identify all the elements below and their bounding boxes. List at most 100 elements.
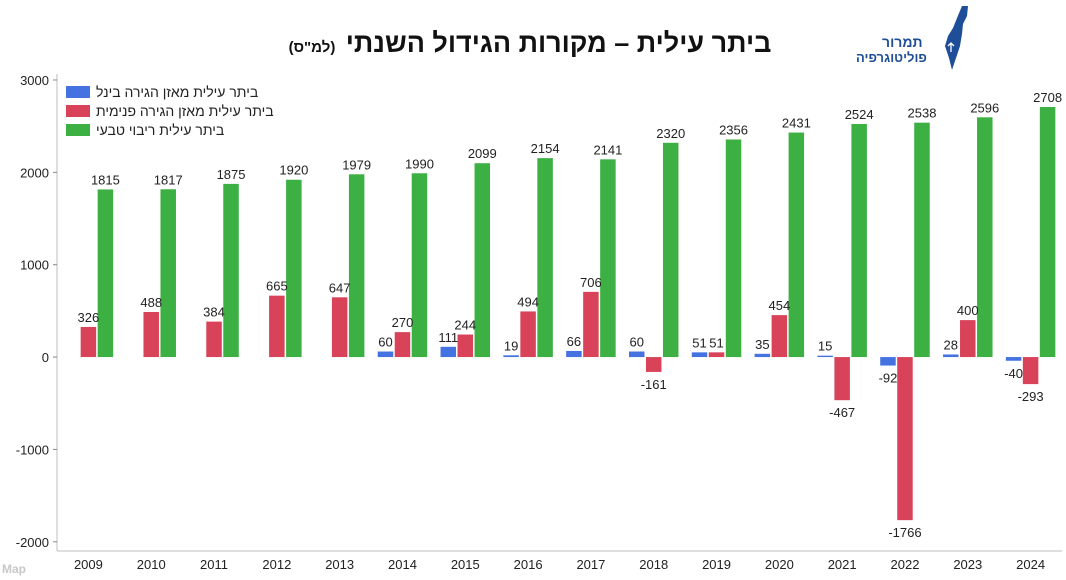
chart-subtitle: (למ"ס) [288,39,336,56]
bar [286,179,302,358]
bar [394,332,411,358]
data-label: 244 [454,318,476,333]
logo: תמרור פוליטוגרפיה [850,2,980,72]
data-label: 2356 [719,122,748,137]
chart-title-block: ביתר עילית – מקורות הגידול השנתי (למ"ס) [230,28,830,78]
bar [440,346,457,358]
bar [206,321,222,358]
data-label: 66 [567,334,581,349]
logo-text-primary: תמרור [882,34,923,50]
bar [914,122,930,358]
israel-map-icon [945,6,968,70]
bar [691,352,708,358]
x-tick-label: 2019 [702,557,731,572]
data-label: 270 [392,315,414,330]
bar [1039,106,1056,358]
data-label: 706 [580,275,602,290]
bar [645,357,662,372]
data-label: 1979 [342,157,371,172]
data-label: 60 [378,335,392,350]
x-tick-label: 2009 [74,557,103,572]
data-label: 384 [203,305,225,320]
data-label: 2099 [468,146,497,161]
bar [754,353,771,358]
data-label: 2154 [531,141,560,156]
bar [80,326,97,358]
bar [269,295,285,358]
chart-title: ביתר עילית – מקורות הגידול השנתי [345,28,772,58]
data-label: 2708 [1033,90,1062,105]
bar [943,354,959,358]
data-label: 35 [755,337,769,352]
y-tick-label: 2000 [20,165,49,180]
y-tick-label: -2000 [16,535,49,550]
x-tick-label: 2017 [576,557,605,572]
bar [97,189,114,358]
x-tick-label: 2011 [200,557,228,572]
bar [817,355,833,358]
bar [537,158,553,358]
bar [143,311,159,358]
data-label: -467 [829,405,855,420]
data-label: 28 [944,337,958,352]
chart-bars [80,106,1056,521]
chart-axes: -2000 -1000 0 1000 2000 3000 2009 2010 2011 2012 2… [16,73,1062,572]
legend-label: ביתר עילית ריבוי טבעי [96,122,224,138]
data-label: 1817 [154,172,183,187]
x-tick-label: 2021 [828,557,857,572]
data-label: 111 [438,330,458,345]
bar [628,351,645,358]
data-label: 2320 [656,126,685,141]
data-label: -293 [1018,389,1044,404]
data-label: -1766 [888,525,921,540]
data-label: 2141 [593,142,622,157]
legend-label: ביתר עילית מאזן הגירה פנימית [96,103,274,119]
bar [977,117,993,358]
legend-swatch [66,86,90,98]
data-label: 60 [629,335,643,350]
chart-legend: ביתר עילית מאזן הגירה בינל ביתר עילית מאז… [66,84,274,138]
x-tick-label: 2012 [262,557,291,572]
bar [160,189,176,358]
bar [331,297,348,358]
bar [960,320,976,358]
data-label: 1990 [405,156,434,171]
y-tick-label: 1000 [20,258,49,273]
bar [834,357,850,401]
watermark-text: Map [2,562,26,576]
data-label: 15 [818,339,832,354]
data-label: 1875 [217,167,246,182]
x-tick-label: 2016 [514,557,543,572]
data-label: 454 [768,298,790,313]
bar [708,352,725,358]
data-label: 488 [140,295,162,310]
data-label: 665 [266,279,288,294]
bar [897,357,913,521]
data-label: 494 [517,294,539,309]
bar [1022,357,1039,385]
data-label: 51 [692,335,706,350]
x-tick-label: 2010 [137,557,166,572]
bar [600,159,616,358]
bar [880,357,896,366]
bar [725,139,742,358]
bar [851,123,867,358]
bar [474,163,491,358]
logo-text-secondary: פוליטוגרפיה [856,50,927,65]
data-label: -92 [879,371,898,386]
data-label: 2538 [908,106,937,121]
bar [788,132,805,358]
bar [662,142,679,358]
data-label: -161 [641,377,667,392]
data-label: 2596 [970,100,999,115]
x-tick-label: 2018 [639,557,668,572]
data-label: 1920 [279,163,308,178]
bar [583,291,599,358]
data-label: 2431 [782,116,811,131]
x-tick-label: 2020 [765,557,794,572]
x-tick-label: 2024 [1016,557,1045,572]
x-tick-label: 2015 [451,557,480,572]
data-label: 647 [329,280,351,295]
y-tick-label: -1000 [16,442,49,457]
